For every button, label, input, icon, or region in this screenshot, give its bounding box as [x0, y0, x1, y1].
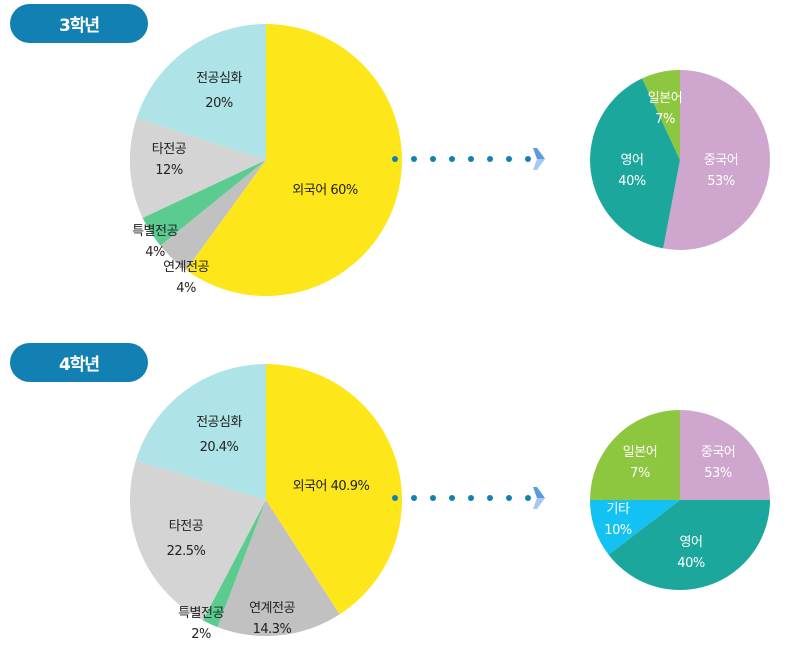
slice-foreign-language: [186, 24, 402, 297]
chevron-right-icon: [533, 148, 545, 170]
slice-other-major: [129, 460, 266, 621]
connector-4: [392, 495, 531, 501]
slice-english: [608, 500, 770, 591]
slice-english: [590, 78, 680, 249]
main-pie-3: [129, 24, 402, 297]
slice-advanced-major: [135, 363, 266, 500]
slice-special-major: [142, 160, 266, 246]
label-advanced-major: 전공심화 20.4%: [196, 415, 242, 455]
main-pie-4: [129, 363, 402, 637]
chevron-right-icon: [533, 487, 545, 509]
grade-badge-4: 4학년: [10, 343, 148, 382]
slice-chinese: [663, 69, 771, 250]
slice-linked-major: [160, 160, 266, 271]
slice-foreign-language: [266, 364, 402, 615]
label-linked-major: 연계전공 14.3%: [249, 601, 295, 637]
sub-pie-4: [590, 410, 770, 591]
label-other: 기타 10%: [604, 502, 632, 538]
sub-pie-3: [590, 69, 771, 250]
slice-advanced-major: [136, 24, 266, 160]
label-english: 영어 40%: [677, 535, 705, 571]
slice-japanese: [642, 70, 680, 160]
label-english: 영어 40%: [618, 153, 646, 189]
slice-special-major: [202, 500, 266, 628]
slice-other-major: [129, 117, 266, 218]
label-foreign-language: 외국어 60%: [292, 183, 358, 198]
label-advanced-major: 전공심화 20%: [196, 71, 242, 111]
label-foreign-language: 외국어 40.9%: [292, 479, 370, 494]
label-chinese: 중국어 53%: [703, 153, 739, 189]
label-other-major: 타전공 22.5%: [166, 519, 206, 559]
slice-chinese: [680, 410, 770, 500]
label-linked-major: 연계전공 4%: [163, 260, 209, 296]
label-japanese: 일본어 7%: [647, 91, 683, 127]
label-chinese: 중국어 53%: [700, 445, 736, 481]
connector-3: [392, 156, 531, 162]
grade-badge-3: 3학년: [10, 4, 148, 43]
slice-linked-major: [217, 500, 340, 637]
label-special-major: 특별전공 4%: [132, 224, 178, 260]
label-other-major: 타전공 12%: [151, 142, 187, 178]
label-japanese: 일본어 7%: [622, 445, 658, 481]
slice-other: [590, 500, 680, 555]
label-special-major: 특별전공 2%: [178, 606, 224, 642]
slice-japanese: [590, 410, 680, 500]
